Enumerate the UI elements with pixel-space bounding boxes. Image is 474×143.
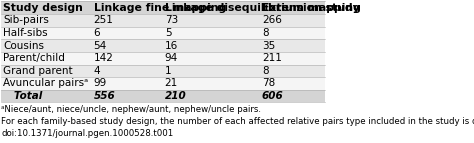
Text: Sib-pairs: Sib-pairs xyxy=(3,15,49,25)
Bar xyxy=(260,90,325,102)
Text: Total: Total xyxy=(3,91,42,101)
Bar xyxy=(92,52,163,64)
Text: 251: 251 xyxy=(93,15,113,25)
Bar xyxy=(92,27,163,39)
Bar xyxy=(163,14,260,27)
Bar xyxy=(92,14,163,27)
Text: Parent/child: Parent/child xyxy=(3,53,65,63)
Bar xyxy=(1,39,92,52)
Bar xyxy=(163,52,260,64)
Text: 211: 211 xyxy=(262,53,282,63)
Text: 210: 210 xyxy=(165,91,186,101)
Text: 21: 21 xyxy=(165,79,178,88)
Text: Cousins: Cousins xyxy=(3,41,44,51)
Bar xyxy=(92,64,163,77)
Bar xyxy=(260,52,325,64)
Text: 35: 35 xyxy=(262,41,275,51)
Text: Extension study: Extension study xyxy=(262,3,359,13)
Text: For each family-based study design, the number of each affected relative pairs t: For each family-based study design, the … xyxy=(1,117,474,126)
Text: 1: 1 xyxy=(165,66,172,76)
Bar xyxy=(260,27,325,39)
Text: Linkage fine mapping: Linkage fine mapping xyxy=(93,3,226,13)
Text: 54: 54 xyxy=(93,41,107,51)
Bar xyxy=(260,64,325,77)
Text: 78: 78 xyxy=(262,79,275,88)
Text: 4: 4 xyxy=(93,66,100,76)
Text: 142: 142 xyxy=(93,53,113,63)
Text: Half-sibs: Half-sibs xyxy=(3,28,47,38)
Text: 8: 8 xyxy=(262,66,268,76)
Bar xyxy=(1,27,92,39)
Text: doi:10.1371/journal.pgen.1000528.t001: doi:10.1371/journal.pgen.1000528.t001 xyxy=(1,129,173,138)
Text: 556: 556 xyxy=(93,91,115,101)
Text: 73: 73 xyxy=(165,15,178,25)
Bar xyxy=(1,90,92,102)
Text: 5: 5 xyxy=(165,28,172,38)
Bar xyxy=(163,64,260,77)
Text: Grand parent: Grand parent xyxy=(3,66,73,76)
Text: ᵃNiece/aunt, niece/uncle, nephew/aunt, nephew/uncle pairs.: ᵃNiece/aunt, niece/uncle, nephew/aunt, n… xyxy=(1,105,261,114)
Bar xyxy=(92,39,163,52)
Bar xyxy=(163,77,260,90)
Text: 8: 8 xyxy=(262,28,268,38)
Bar xyxy=(1,1,92,14)
Text: Study design: Study design xyxy=(3,3,83,13)
Bar xyxy=(1,52,92,64)
Bar xyxy=(163,90,260,102)
Text: Avuncular pairsᵃ: Avuncular pairsᵃ xyxy=(3,79,88,88)
Text: 266: 266 xyxy=(262,15,282,25)
Bar xyxy=(163,1,260,14)
Bar xyxy=(163,27,260,39)
Text: 99: 99 xyxy=(93,79,107,88)
Bar xyxy=(1,14,92,27)
Bar xyxy=(260,77,325,90)
Bar xyxy=(92,77,163,90)
Bar xyxy=(92,90,163,102)
Bar xyxy=(163,39,260,52)
Text: 6: 6 xyxy=(93,28,100,38)
Bar xyxy=(260,14,325,27)
Bar xyxy=(92,1,163,14)
Text: Linkage disequilibrium mapping: Linkage disequilibrium mapping xyxy=(165,3,361,13)
Bar xyxy=(1,77,92,90)
Bar xyxy=(1,64,92,77)
Text: 94: 94 xyxy=(165,53,178,63)
Text: 16: 16 xyxy=(165,41,178,51)
Bar xyxy=(260,1,325,14)
Bar xyxy=(260,39,325,52)
Text: 606: 606 xyxy=(262,91,283,101)
